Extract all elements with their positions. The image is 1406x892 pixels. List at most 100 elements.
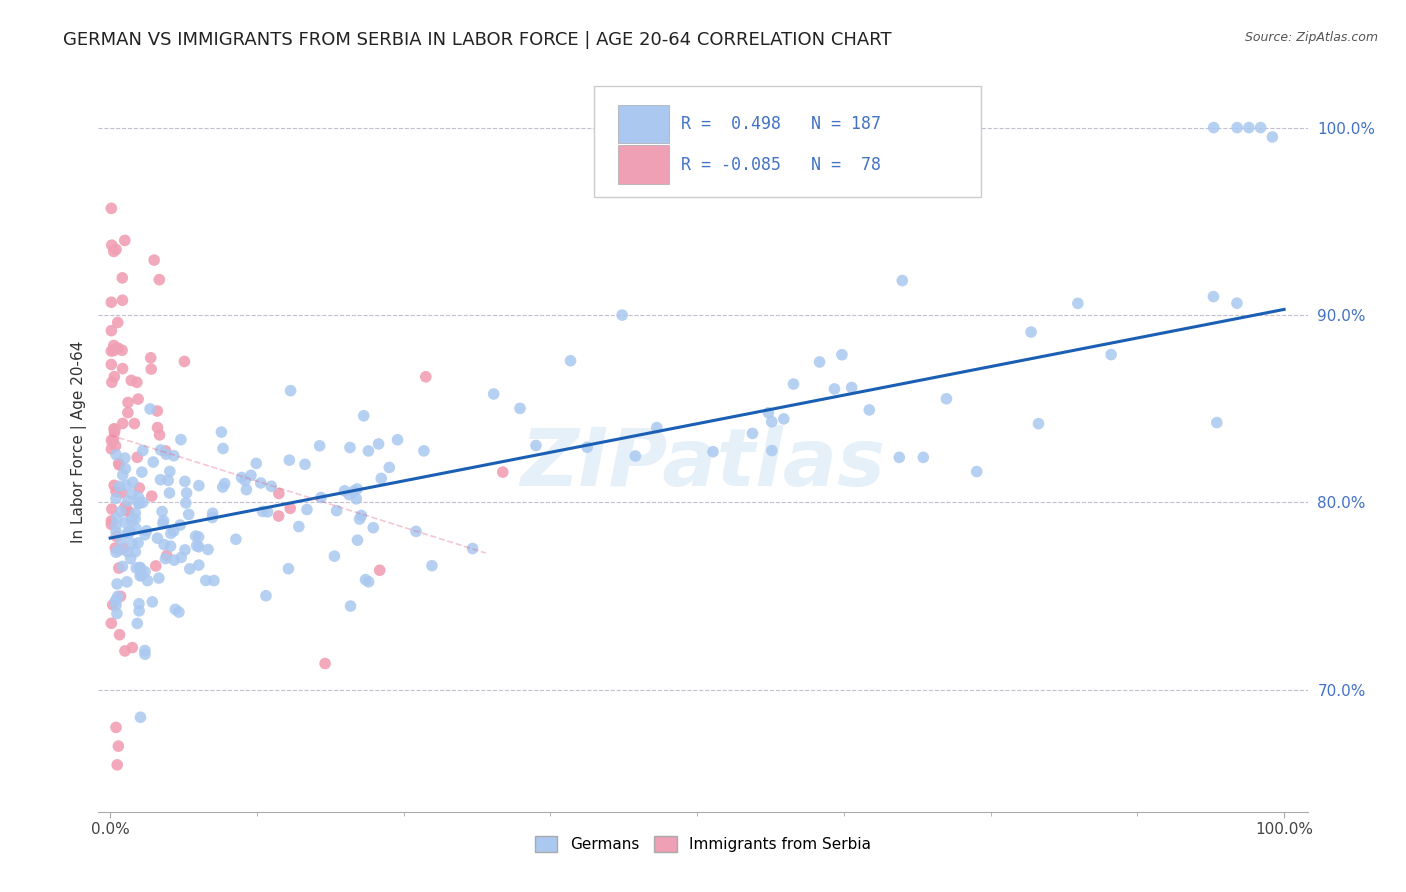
Point <box>117 406 139 420</box>
Point <box>103 343 125 358</box>
Point <box>288 519 311 533</box>
Point <box>741 426 763 441</box>
Point <box>339 441 361 455</box>
Point <box>349 512 371 526</box>
Point <box>100 238 122 252</box>
Point <box>165 602 187 616</box>
Point <box>114 234 136 248</box>
Point <box>107 543 129 558</box>
Point <box>117 525 139 540</box>
Point <box>1226 120 1249 135</box>
Point <box>361 521 384 535</box>
Point <box>100 324 122 338</box>
Point <box>187 530 209 544</box>
Point <box>254 589 277 603</box>
Point <box>108 458 131 472</box>
Point <box>105 243 128 257</box>
Point <box>560 353 582 368</box>
Point <box>103 433 125 447</box>
Point <box>260 479 283 493</box>
Point <box>610 308 633 322</box>
Point <box>107 739 129 753</box>
Point <box>114 461 136 475</box>
Point <box>167 605 190 619</box>
Point <box>295 502 318 516</box>
Point <box>135 524 157 538</box>
Point <box>1261 130 1284 145</box>
Point <box>134 527 156 541</box>
Point <box>139 351 162 365</box>
Point <box>125 376 148 390</box>
Point <box>100 616 122 631</box>
Point <box>184 529 207 543</box>
Point <box>772 412 794 426</box>
Point <box>314 657 336 671</box>
Point <box>105 720 128 734</box>
Point <box>368 563 391 577</box>
Point <box>170 550 193 565</box>
Point <box>245 456 267 470</box>
Point <box>174 542 197 557</box>
Point <box>337 488 360 502</box>
Point <box>125 522 148 536</box>
Point <box>186 539 208 553</box>
Point <box>413 443 436 458</box>
Point <box>159 539 181 553</box>
Point <box>128 481 150 495</box>
Point <box>127 536 149 550</box>
Point <box>103 369 125 384</box>
Point <box>127 496 149 510</box>
Point <box>134 647 156 661</box>
Point <box>114 516 136 530</box>
Point <box>370 471 392 485</box>
Point <box>344 491 367 506</box>
Point <box>131 495 153 509</box>
Point <box>134 643 156 657</box>
Point <box>187 478 209 492</box>
Point <box>342 484 364 499</box>
Point <box>889 450 911 465</box>
Point <box>103 478 125 492</box>
Point <box>117 545 139 559</box>
Point <box>121 475 143 490</box>
Point <box>105 511 128 525</box>
Point <box>112 541 135 556</box>
Point <box>197 542 219 557</box>
Text: ZIPatlas: ZIPatlas <box>520 425 886 503</box>
Point <box>212 442 235 456</box>
Point <box>308 439 330 453</box>
Point <box>124 417 146 431</box>
Point <box>105 491 128 506</box>
Point <box>132 443 155 458</box>
Point <box>108 628 131 642</box>
Point <box>858 403 880 417</box>
Point <box>141 489 163 503</box>
Point <box>149 473 172 487</box>
Point <box>117 395 139 409</box>
Point <box>105 593 128 607</box>
Point <box>121 513 143 527</box>
Text: R =  0.498   N = 187: R = 0.498 N = 187 <box>682 115 882 133</box>
Point <box>148 571 170 585</box>
Point <box>105 545 128 559</box>
Point <box>1205 416 1227 430</box>
Point <box>201 506 224 520</box>
Point <box>1250 120 1272 135</box>
Point <box>645 420 668 434</box>
Point <box>101 376 124 390</box>
Point <box>105 598 128 612</box>
Point <box>277 562 299 576</box>
Point <box>105 518 128 533</box>
Point <box>170 433 193 447</box>
Point <box>117 526 139 541</box>
Point <box>128 604 150 618</box>
Point <box>163 553 186 567</box>
Point <box>912 450 935 465</box>
Point <box>201 510 224 524</box>
Point <box>141 362 163 376</box>
Point <box>100 344 122 359</box>
Point <box>107 457 129 471</box>
Point <box>323 549 346 563</box>
Point <box>114 644 136 658</box>
Point <box>124 512 146 526</box>
